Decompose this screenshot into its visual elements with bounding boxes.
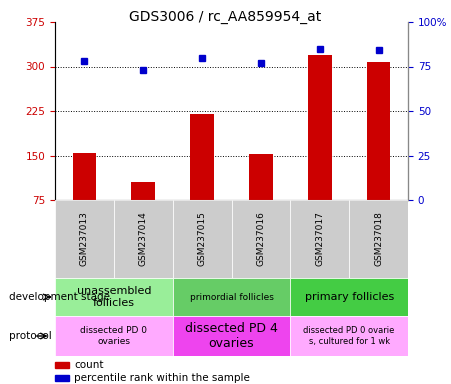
Bar (190, 114, 214, 200)
Bar (349, 200, 408, 278)
Bar (173, 200, 231, 278)
Bar (290, 200, 349, 278)
Text: count: count (74, 360, 103, 370)
Text: percentile rank within the sample: percentile rank within the sample (74, 373, 250, 383)
Bar (55, 316, 173, 356)
Text: GSM237016: GSM237016 (257, 212, 266, 266)
Text: GDS3006 / rc_AA859954_at: GDS3006 / rc_AA859954_at (129, 10, 322, 23)
Bar (231, 200, 290, 278)
Bar (290, 278, 408, 316)
Text: GSM237018: GSM237018 (374, 212, 383, 266)
Text: primordial follicles: primordial follicles (189, 293, 273, 301)
Bar (308, 55, 331, 200)
Bar (55, 362, 69, 368)
Text: GSM237013: GSM237013 (80, 212, 89, 266)
Bar (249, 154, 273, 200)
Text: GSM237015: GSM237015 (198, 212, 207, 266)
Bar (73, 152, 96, 200)
Text: dissected PD 4
ovaries: dissected PD 4 ovaries (185, 322, 278, 350)
Bar (114, 200, 173, 278)
Bar (132, 182, 155, 200)
Bar (55, 200, 114, 278)
Bar (290, 316, 408, 356)
Text: GSM237017: GSM237017 (315, 212, 324, 266)
Text: unassembled
follicles: unassembled follicles (77, 286, 151, 308)
Text: GSM237014: GSM237014 (139, 212, 148, 266)
Bar (55, 375, 69, 381)
Bar (173, 278, 290, 316)
Bar (367, 62, 391, 200)
Text: development stage: development stage (9, 292, 110, 302)
Text: dissected PD 0
ovaries: dissected PD 0 ovaries (80, 326, 147, 346)
Text: primary follicles: primary follicles (304, 292, 394, 302)
Text: protocol: protocol (9, 331, 52, 341)
Bar (55, 278, 173, 316)
Text: dissected PD 0 ovarie
s, cultured for 1 wk: dissected PD 0 ovarie s, cultured for 1 … (304, 326, 395, 346)
Bar (173, 316, 290, 356)
